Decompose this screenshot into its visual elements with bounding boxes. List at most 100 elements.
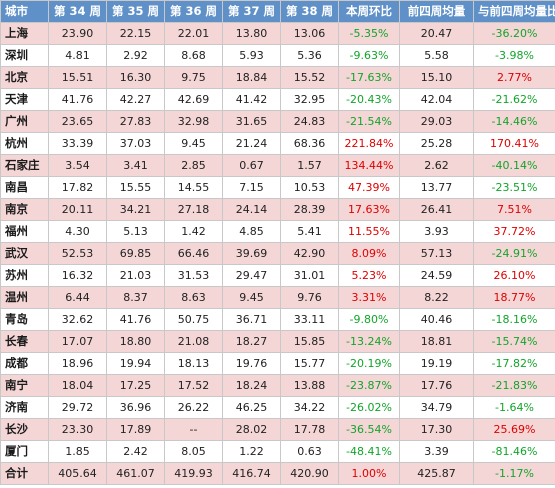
city-cell: 石家庄	[0, 154, 49, 177]
total-row: 合计 405.64 461.07 419.93 416.74 420.90 1.00% 425…	[0, 462, 555, 485]
wow-cell: -21.54%	[338, 110, 400, 133]
week-37-cell: 9.45	[222, 286, 281, 309]
table-row: 苏州 16.32 21.03 31.53 29.47 31.01 5.23% 24.59 26.…	[0, 264, 555, 287]
header-week-35: 第 35 周	[106, 0, 165, 23]
week-36-cell: 9.75	[164, 66, 223, 89]
week-38-cell: 10.53	[280, 176, 339, 199]
wow-cell: -20.19%	[338, 352, 400, 375]
week-37-cell: 0.67	[222, 154, 281, 177]
wow-cell: -17.63%	[338, 66, 400, 89]
week-37-cell: 24.14	[222, 198, 281, 221]
week-35-cell: 18.80	[106, 330, 165, 353]
city-cell: 武汉	[0, 242, 49, 265]
vs-avg-cell: 170.41%	[473, 132, 555, 155]
table-row: 南宁 18.04 17.25 17.52 18.24 13.88 -23.87% 17.76-…	[0, 374, 555, 397]
week-36-cell: 419.93	[164, 462, 223, 485]
week-35-cell: 2.92	[106, 44, 165, 67]
table-row: 上海 23.90 22.15 22.01 13.80 13.06 -5.35% 20.47 -3…	[0, 22, 555, 45]
four-week-avg-cell: 40.46	[399, 308, 474, 331]
week-35-cell: 17.89	[106, 418, 165, 441]
four-week-avg-cell: 26.41	[399, 198, 474, 221]
city-cell: 北京	[0, 66, 49, 89]
week-35-cell: 461.07	[106, 462, 165, 485]
vs-avg-cell: 7.51%	[473, 198, 555, 221]
week-36-cell: 26.22	[164, 396, 223, 419]
week-36-cell: 2.85	[164, 154, 223, 177]
week-37-cell: 13.80	[222, 22, 281, 45]
week-38-cell: 34.22	[280, 396, 339, 419]
week-38-cell: 33.11	[280, 308, 339, 331]
week-38-cell: 5.41	[280, 220, 339, 243]
week-35-cell: 15.55	[106, 176, 165, 199]
table-row: 武汉 52.53 69.85 66.46 39.69 42.90 8.09% 57.13 -24…	[0, 242, 555, 265]
week-34-cell: 3.54	[48, 154, 107, 177]
city-cell: 厦门	[0, 440, 49, 463]
week-34-cell: 405.64	[48, 462, 107, 485]
wow-cell: -23.87%	[338, 374, 400, 397]
four-week-avg-cell: 17.76	[399, 374, 474, 397]
table-row: 深圳 4.81 2.92 8.68 5.93 5.36 -9.63% 5.58 -3.98%	[0, 44, 555, 67]
city-cell: 广州	[0, 110, 49, 133]
week-35-cell: 37.03	[106, 132, 165, 155]
week-38-cell: 0.63	[280, 440, 339, 463]
wow-cell: -9.80%	[338, 308, 400, 331]
city-cell: 青岛	[0, 308, 49, 331]
wow-cell: 5.23%	[338, 264, 400, 287]
week-35-cell: 19.94	[106, 352, 165, 375]
wow-cell: 221.84%	[338, 132, 400, 155]
week-36-cell: 9.45	[164, 132, 223, 155]
week-34-cell: 16.32	[48, 264, 107, 287]
week-35-cell: 21.03	[106, 264, 165, 287]
week-36-cell: 66.46	[164, 242, 223, 265]
vs-avg-cell: -21.62%	[473, 88, 555, 111]
header-city: 城市	[0, 0, 49, 23]
city-cell: 南京	[0, 198, 49, 221]
four-week-avg-cell: 3.93	[399, 220, 474, 243]
week-37-cell: 18.84	[222, 66, 281, 89]
table-row: 温州 6.44 8.37 8.63 9.45 9.76 3.31% 8.22 18.77%	[0, 286, 555, 309]
wow-cell: 47.39%	[338, 176, 400, 199]
week-34-cell: 18.96	[48, 352, 107, 375]
vs-avg-cell: -81.46%	[473, 440, 555, 463]
table-row: 南京 20.11 34.21 27.18 24.14 28.39 17.63% 26.41 7.…	[0, 198, 555, 221]
week-37-cell: 41.42	[222, 88, 281, 111]
header-week-37: 第 37 周	[222, 0, 281, 23]
four-week-avg-cell: 29.03	[399, 110, 474, 133]
week-34-cell: 41.76	[48, 88, 107, 111]
four-week-avg-cell: 13.77	[399, 176, 474, 199]
week-38-cell: 420.90	[280, 462, 339, 485]
wow-cell: 8.09%	[338, 242, 400, 265]
vs-avg-cell: 25.69%	[473, 418, 555, 441]
four-week-avg-cell: 5.58	[399, 44, 474, 67]
vs-avg-cell: -1.64%	[473, 396, 555, 419]
table-row: 青岛 32.62 41.76 50.75 36.71 33.11 -9.80% 40.46 -1…	[0, 308, 555, 331]
week-37-cell: 416.74	[222, 462, 281, 485]
four-week-avg-cell: 18.81	[399, 330, 474, 353]
week-37-cell: 46.25	[222, 396, 281, 419]
vs-avg-cell: -17.82%	[473, 352, 555, 375]
table-row: 北京 15.51 16.30 9.75 18.84 15.52 -17.63% 15.10 2.…	[0, 66, 555, 89]
header-four-week-avg: 前四周均量	[399, 0, 474, 23]
week-35-cell: 27.83	[106, 110, 165, 133]
table-row: 长沙 23.30 17.89 -- 28.02 17.78 -36.54% 17.30 25.6…	[0, 418, 555, 441]
header-vs-four-week-avg: 与前四周均量比	[473, 0, 555, 23]
week-34-cell: 4.30	[48, 220, 107, 243]
week-37-cell: 18.24	[222, 374, 281, 397]
week-35-cell: 2.42	[106, 440, 165, 463]
wow-cell: -5.35%	[338, 22, 400, 45]
vs-avg-cell: -3.98%	[473, 44, 555, 67]
week-37-cell: 18.27	[222, 330, 281, 353]
table-row: 南昌 17.82 15.55 14.55 7.15 10.53 47.39% 13.77 -23…	[0, 176, 555, 199]
table-row: 天津 41.76 42.27 42.69 41.42 32.95 -20.43% 42.04-…	[0, 88, 555, 111]
week-36-cell: 42.69	[164, 88, 223, 111]
week-35-cell: 3.41	[106, 154, 165, 177]
four-week-avg-cell: 25.28	[399, 132, 474, 155]
city-cell: 南宁	[0, 374, 49, 397]
four-week-avg-cell: 15.10	[399, 66, 474, 89]
wow-cell: -20.43%	[338, 88, 400, 111]
four-week-avg-cell: 57.13	[399, 242, 474, 265]
four-week-avg-cell: 8.22	[399, 286, 474, 309]
week-37-cell: 21.24	[222, 132, 281, 155]
week-38-cell: 31.01	[280, 264, 339, 287]
